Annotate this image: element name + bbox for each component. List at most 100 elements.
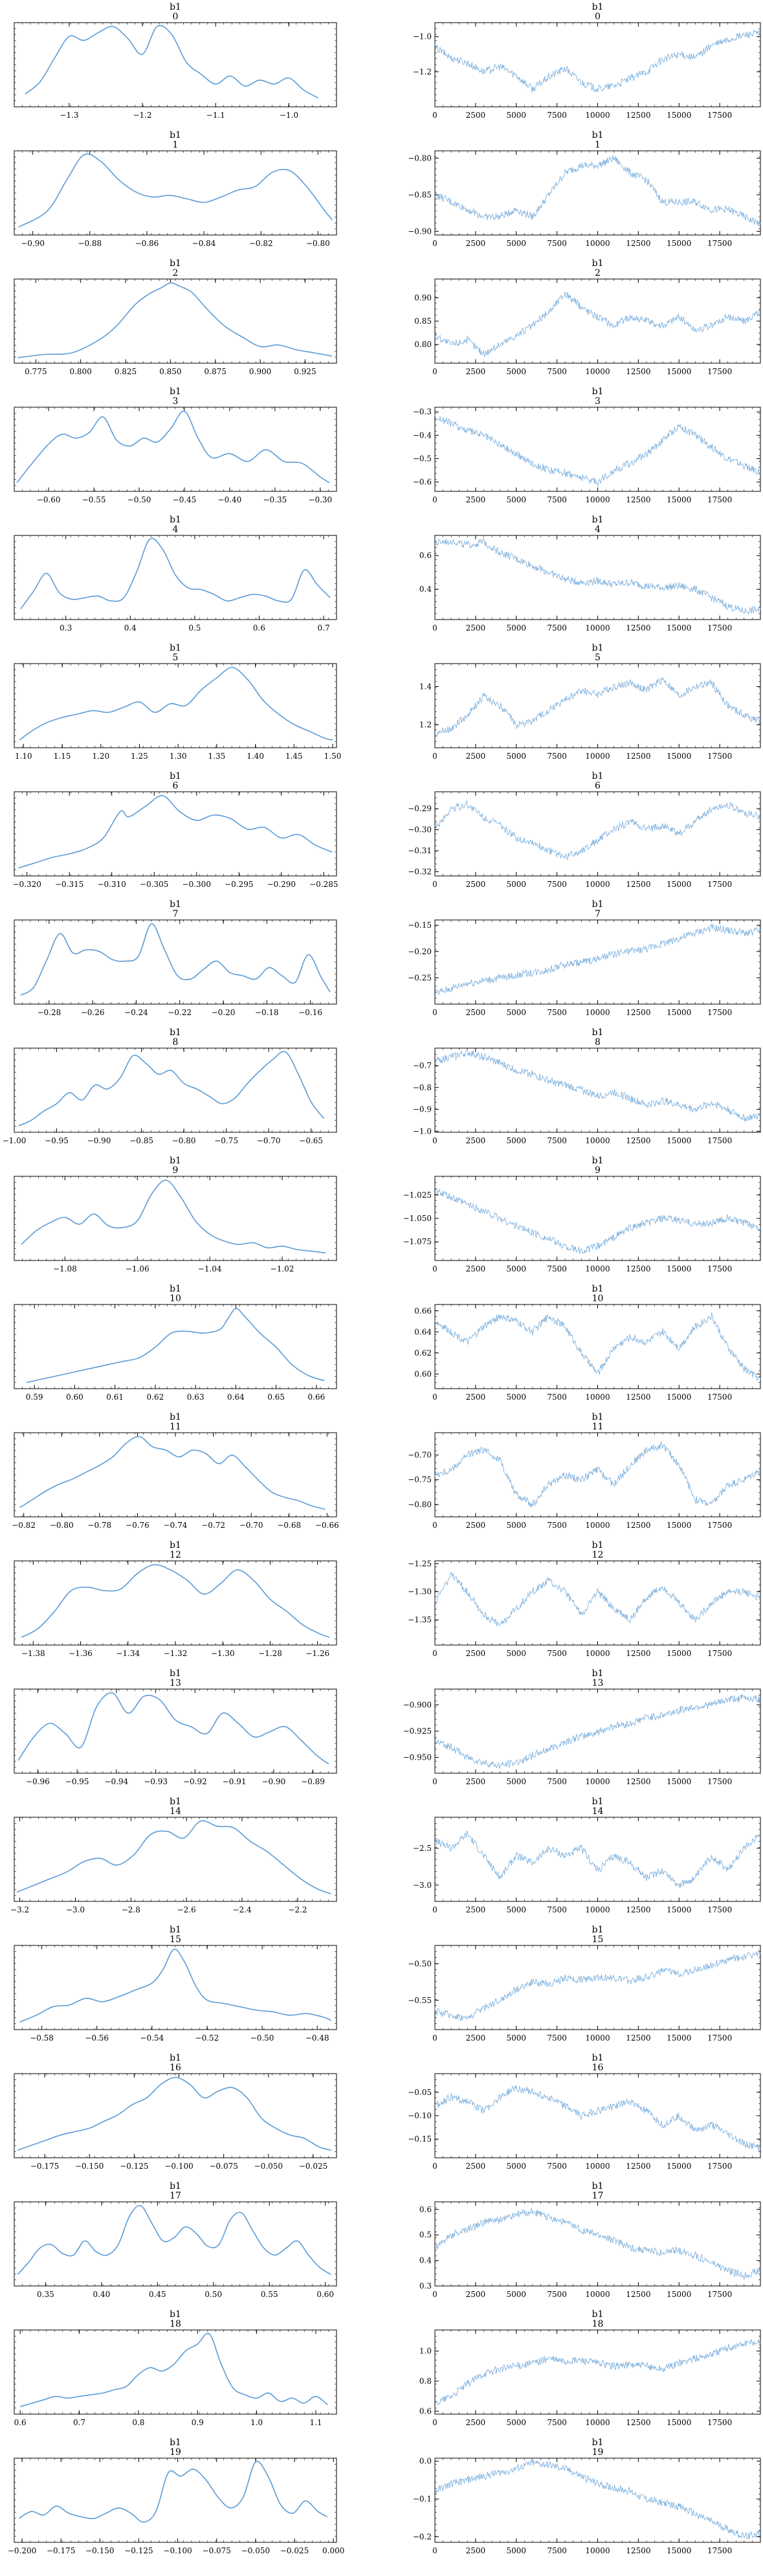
x-tick-label: −0.88 [78, 239, 102, 248]
axes-frame [14, 278, 337, 364]
density-curve [16, 410, 330, 484]
minor-ticks [14, 2201, 337, 2287]
subplot-title: b1 [592, 1925, 604, 1935]
x-tick-label: 10000 [585, 1136, 610, 1145]
minor-ticks [434, 1304, 761, 1389]
y-tick-label: −0.4 [413, 431, 432, 440]
x-tick-label: 10000 [585, 2033, 610, 2043]
x-tick-label: 15000 [667, 1521, 691, 1530]
y-tick-label: −1.25 [408, 1559, 432, 1568]
x-tick-label: 0 [432, 623, 437, 633]
density-curve [17, 282, 333, 359]
x-tick-label: 2500 [466, 1905, 486, 1914]
density-curve [17, 1692, 329, 1765]
minor-ticks [434, 1047, 761, 1133]
x-tick-label: −0.18 [255, 1008, 279, 1017]
subplot-title: b1 [592, 899, 604, 910]
x-tick-label: 1.30 [170, 752, 187, 761]
x-tick-label: −0.150 [75, 2162, 104, 2171]
x-tick-label: 10000 [585, 1008, 610, 1017]
x-tick-label: 17500 [707, 111, 732, 120]
x-tick-label: 0 [432, 1777, 437, 1786]
subplot-subtitle: 1 [173, 140, 179, 150]
minor-ticks [434, 1176, 761, 1261]
x-tick-label: −0.74 [164, 1521, 188, 1530]
x-tick-label: 10000 [585, 752, 610, 761]
trace-plot-9: b19 0 2500 5000 7500 10000 12500 15000 17500 −1.0… [403, 1156, 761, 1273]
subplot-title: b1 [170, 1412, 181, 1422]
x-tick-label: 7500 [547, 1649, 567, 1658]
y-tick-label: −0.05 [408, 2088, 432, 2097]
y-tick-label: −0.6 [413, 478, 432, 487]
subplot-subtitle: 7 [595, 909, 601, 919]
x-tick-label: 17500 [707, 1264, 732, 1273]
x-tick-label: 2500 [466, 2033, 486, 2043]
x-tick-label: −0.35 [263, 495, 287, 504]
x-tick-label: 15000 [667, 367, 691, 376]
y-tick-label: 0.66 [414, 1306, 432, 1316]
trace-line [434, 1693, 761, 1769]
x-tick-label: 1.45 [285, 752, 303, 761]
subplot-subtitle: 14 [170, 1806, 181, 1817]
y-tick-label: −0.90 [408, 227, 432, 236]
x-tick-label: 0.850 [159, 367, 181, 376]
x-tick-label: −0.90 [261, 1777, 285, 1786]
x-tick-label: −0.82 [12, 1521, 36, 1530]
axes-frame [434, 22, 761, 107]
trace-line [434, 800, 761, 860]
subplot-title: b1 [592, 771, 604, 781]
x-tick-label: 5000 [506, 1393, 526, 1402]
x-tick-label: −0.68 [277, 1521, 301, 1530]
subplot-title: b1 [170, 1284, 181, 1294]
minor-ticks [434, 22, 761, 107]
minor-ticks [434, 1560, 761, 1646]
x-tick-label: 12500 [626, 1393, 650, 1402]
minor-ticks [434, 919, 761, 1005]
x-tick-label: −0.050 [254, 2162, 283, 2171]
x-tick-label: 2500 [466, 1264, 486, 1273]
x-tick-label: 7500 [547, 495, 567, 504]
subplot-subtitle: 16 [170, 2063, 181, 2073]
subplot-title: b1 [592, 1156, 604, 1166]
axes-frame [434, 1304, 761, 1389]
y-tick-label: −0.55 [408, 1996, 432, 2005]
trace-line [434, 1441, 761, 1508]
y-tick-label: −0.75 [408, 1475, 432, 1484]
minor-ticks [14, 1432, 337, 1518]
x-tick-label: −0.40 [218, 495, 242, 504]
x-tick-label: 0.900 [249, 367, 271, 376]
x-tick-label: 5000 [506, 1264, 526, 1273]
x-tick-label: 0.65 [267, 1393, 285, 1402]
axes-frame [434, 1945, 761, 2030]
x-tick-label: 5000 [506, 752, 526, 761]
subplot-title: b1 [592, 2, 604, 12]
axes-frame [434, 2073, 761, 2158]
x-tick-label: −0.320 [12, 880, 41, 889]
x-tick-label: 5000 [506, 1008, 526, 1017]
x-tick-label: 2500 [466, 1393, 486, 1402]
subplot-subtitle: 2 [173, 268, 179, 278]
x-tick-label: 10000 [585, 495, 610, 504]
trace-line [434, 29, 761, 93]
minor-ticks [434, 1945, 761, 2030]
y-tick-label: 0.6 [419, 551, 432, 560]
x-tick-label: 17500 [707, 1521, 732, 1530]
subplot-subtitle: 15 [592, 1934, 604, 1945]
subplot-title: b1 [592, 386, 604, 397]
minor-ticks [434, 1817, 761, 1902]
minor-ticks [14, 1304, 337, 1389]
subplot-title: b1 [170, 2181, 181, 2191]
x-tick-label: −0.315 [55, 880, 83, 889]
x-tick-label: 12500 [626, 111, 650, 120]
trace-line [434, 1572, 761, 1626]
density-curve [25, 25, 319, 98]
x-tick-label: 5000 [506, 239, 526, 248]
x-tick-label: 0 [432, 1264, 437, 1273]
subplot-subtitle: 13 [170, 1678, 181, 1688]
subplot-title: b1 [592, 1540, 604, 1551]
trace-plot-7: b17 0 2500 5000 7500 10000 12500 15000 17500 −0.1… [408, 899, 761, 1017]
x-tick-label: −0.76 [126, 1521, 149, 1530]
